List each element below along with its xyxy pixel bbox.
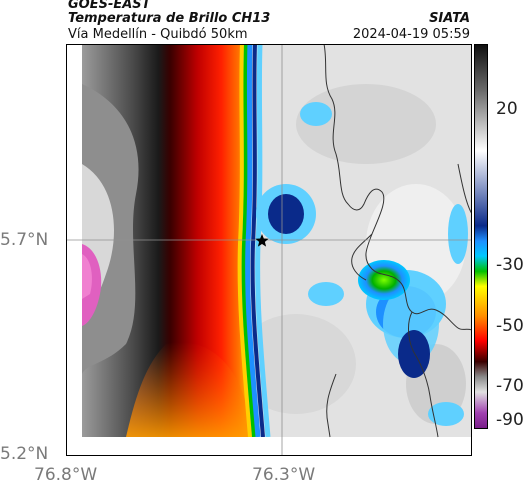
deep-convection-cell xyxy=(358,260,410,300)
brightness-temperature-map xyxy=(66,44,472,456)
datetime-label: 2024-04-19 05:59 xyxy=(352,27,470,42)
x-tick-label: 76.3°W xyxy=(252,465,316,485)
y-tick-label: 5.7°N xyxy=(0,230,49,250)
colorbar-label: -70 xyxy=(496,376,524,396)
temperature-colorbar xyxy=(474,44,488,429)
star-icon xyxy=(255,234,269,247)
colorbar-label: -50 xyxy=(496,316,524,336)
x-tick-label: 76.8°W xyxy=(34,465,98,485)
route-subtitle: Vía Medellín - Quibdó 50km xyxy=(68,27,248,42)
product-title: Temperatura de Brillo CH13 xyxy=(68,11,271,26)
colorbar-label: 20 xyxy=(496,99,518,119)
source-label: SIATA xyxy=(429,11,470,26)
colorbar-label: -90 xyxy=(496,410,524,430)
y-tick-label: 5.2°N xyxy=(0,444,49,464)
satellite-title: GOES-EAST xyxy=(68,0,151,12)
convective-patches xyxy=(256,102,468,426)
colorbar-label: -30 xyxy=(496,255,524,275)
